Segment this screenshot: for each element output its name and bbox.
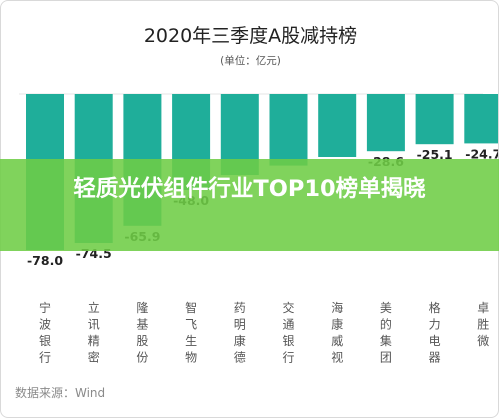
category-label: 交通银行 [282, 300, 294, 365]
category-label: 卓胜微 [477, 301, 489, 348]
bar-value-label: -25.1 [417, 147, 453, 162]
bar [464, 94, 498, 144]
category-label: 宁波银行 [39, 300, 51, 365]
bar [318, 94, 357, 157]
chart-unit-label: (单位：亿元) [220, 55, 281, 67]
headline-banner [0, 159, 499, 251]
bar [415, 94, 454, 145]
chart-title: 2020年三季度A股减持榜 [143, 25, 358, 47]
bar-value-label: -24.7 [465, 146, 499, 161]
source-note: 数据来源：Wind [15, 386, 106, 400]
category-label: 隆基股份 [136, 300, 148, 365]
bar-value-label: -78.0 [27, 253, 63, 268]
category-label: 美的集团 [380, 301, 392, 365]
category-label: 药明康德 [234, 301, 246, 365]
bar [366, 94, 405, 152]
bar [269, 94, 308, 166]
category-label: 智飞生物 [185, 300, 197, 365]
headline-text: 轻质光伏组件行业TOP10榜单揭晓 [73, 176, 426, 202]
category-label: 立讯精密 [88, 300, 100, 365]
category-label: 海康威视 [331, 300, 343, 365]
category-label: 格力电器 [429, 300, 441, 365]
